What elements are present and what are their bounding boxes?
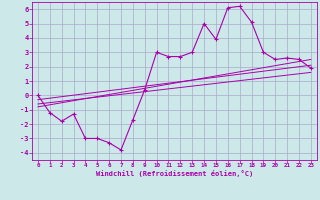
X-axis label: Windchill (Refroidissement éolien,°C): Windchill (Refroidissement éolien,°C)	[96, 170, 253, 177]
